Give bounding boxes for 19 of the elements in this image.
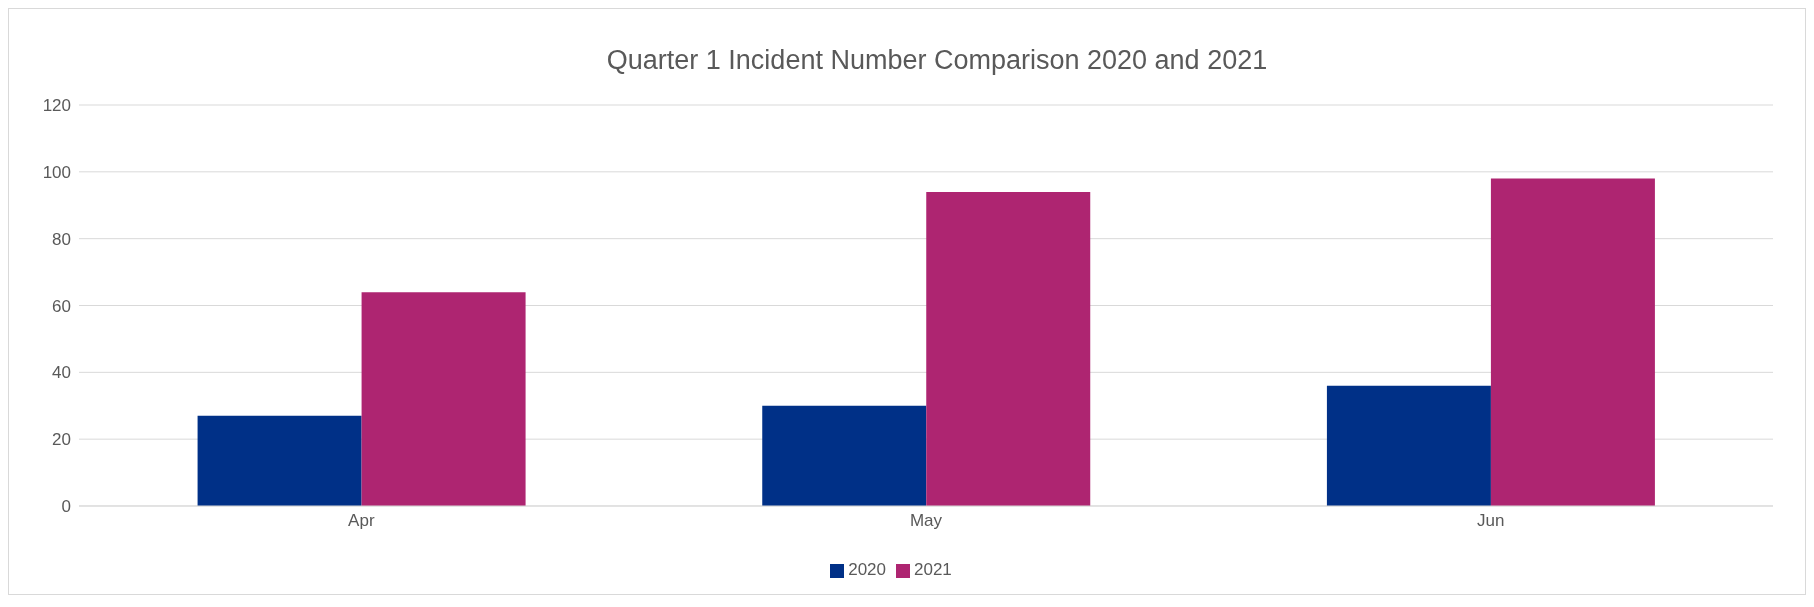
bar xyxy=(197,415,362,506)
x-tick-label: May xyxy=(909,511,943,531)
legend-label: 2020 xyxy=(848,560,886,579)
y-tick-label: 60 xyxy=(52,296,71,316)
y-tick-label: 80 xyxy=(52,229,71,249)
y-tick-label: 40 xyxy=(52,363,71,383)
y-tick-label: 120 xyxy=(42,96,71,116)
bar xyxy=(1490,178,1655,506)
bar xyxy=(762,405,927,506)
bar xyxy=(1326,385,1491,506)
chart-title: Quarter 1 Incident Number Comparison 2020 and 2021 xyxy=(605,45,1269,77)
x-tick-label: Jun xyxy=(1476,511,1505,531)
bar xyxy=(361,292,526,506)
legend-label: 2021 xyxy=(914,560,952,579)
bar xyxy=(926,191,1091,506)
y-tick-label: 0 xyxy=(61,497,71,517)
x-tick-label: Apr xyxy=(348,511,375,531)
y-tick-label: 20 xyxy=(52,430,71,450)
y-tick-label: 100 xyxy=(42,162,71,182)
